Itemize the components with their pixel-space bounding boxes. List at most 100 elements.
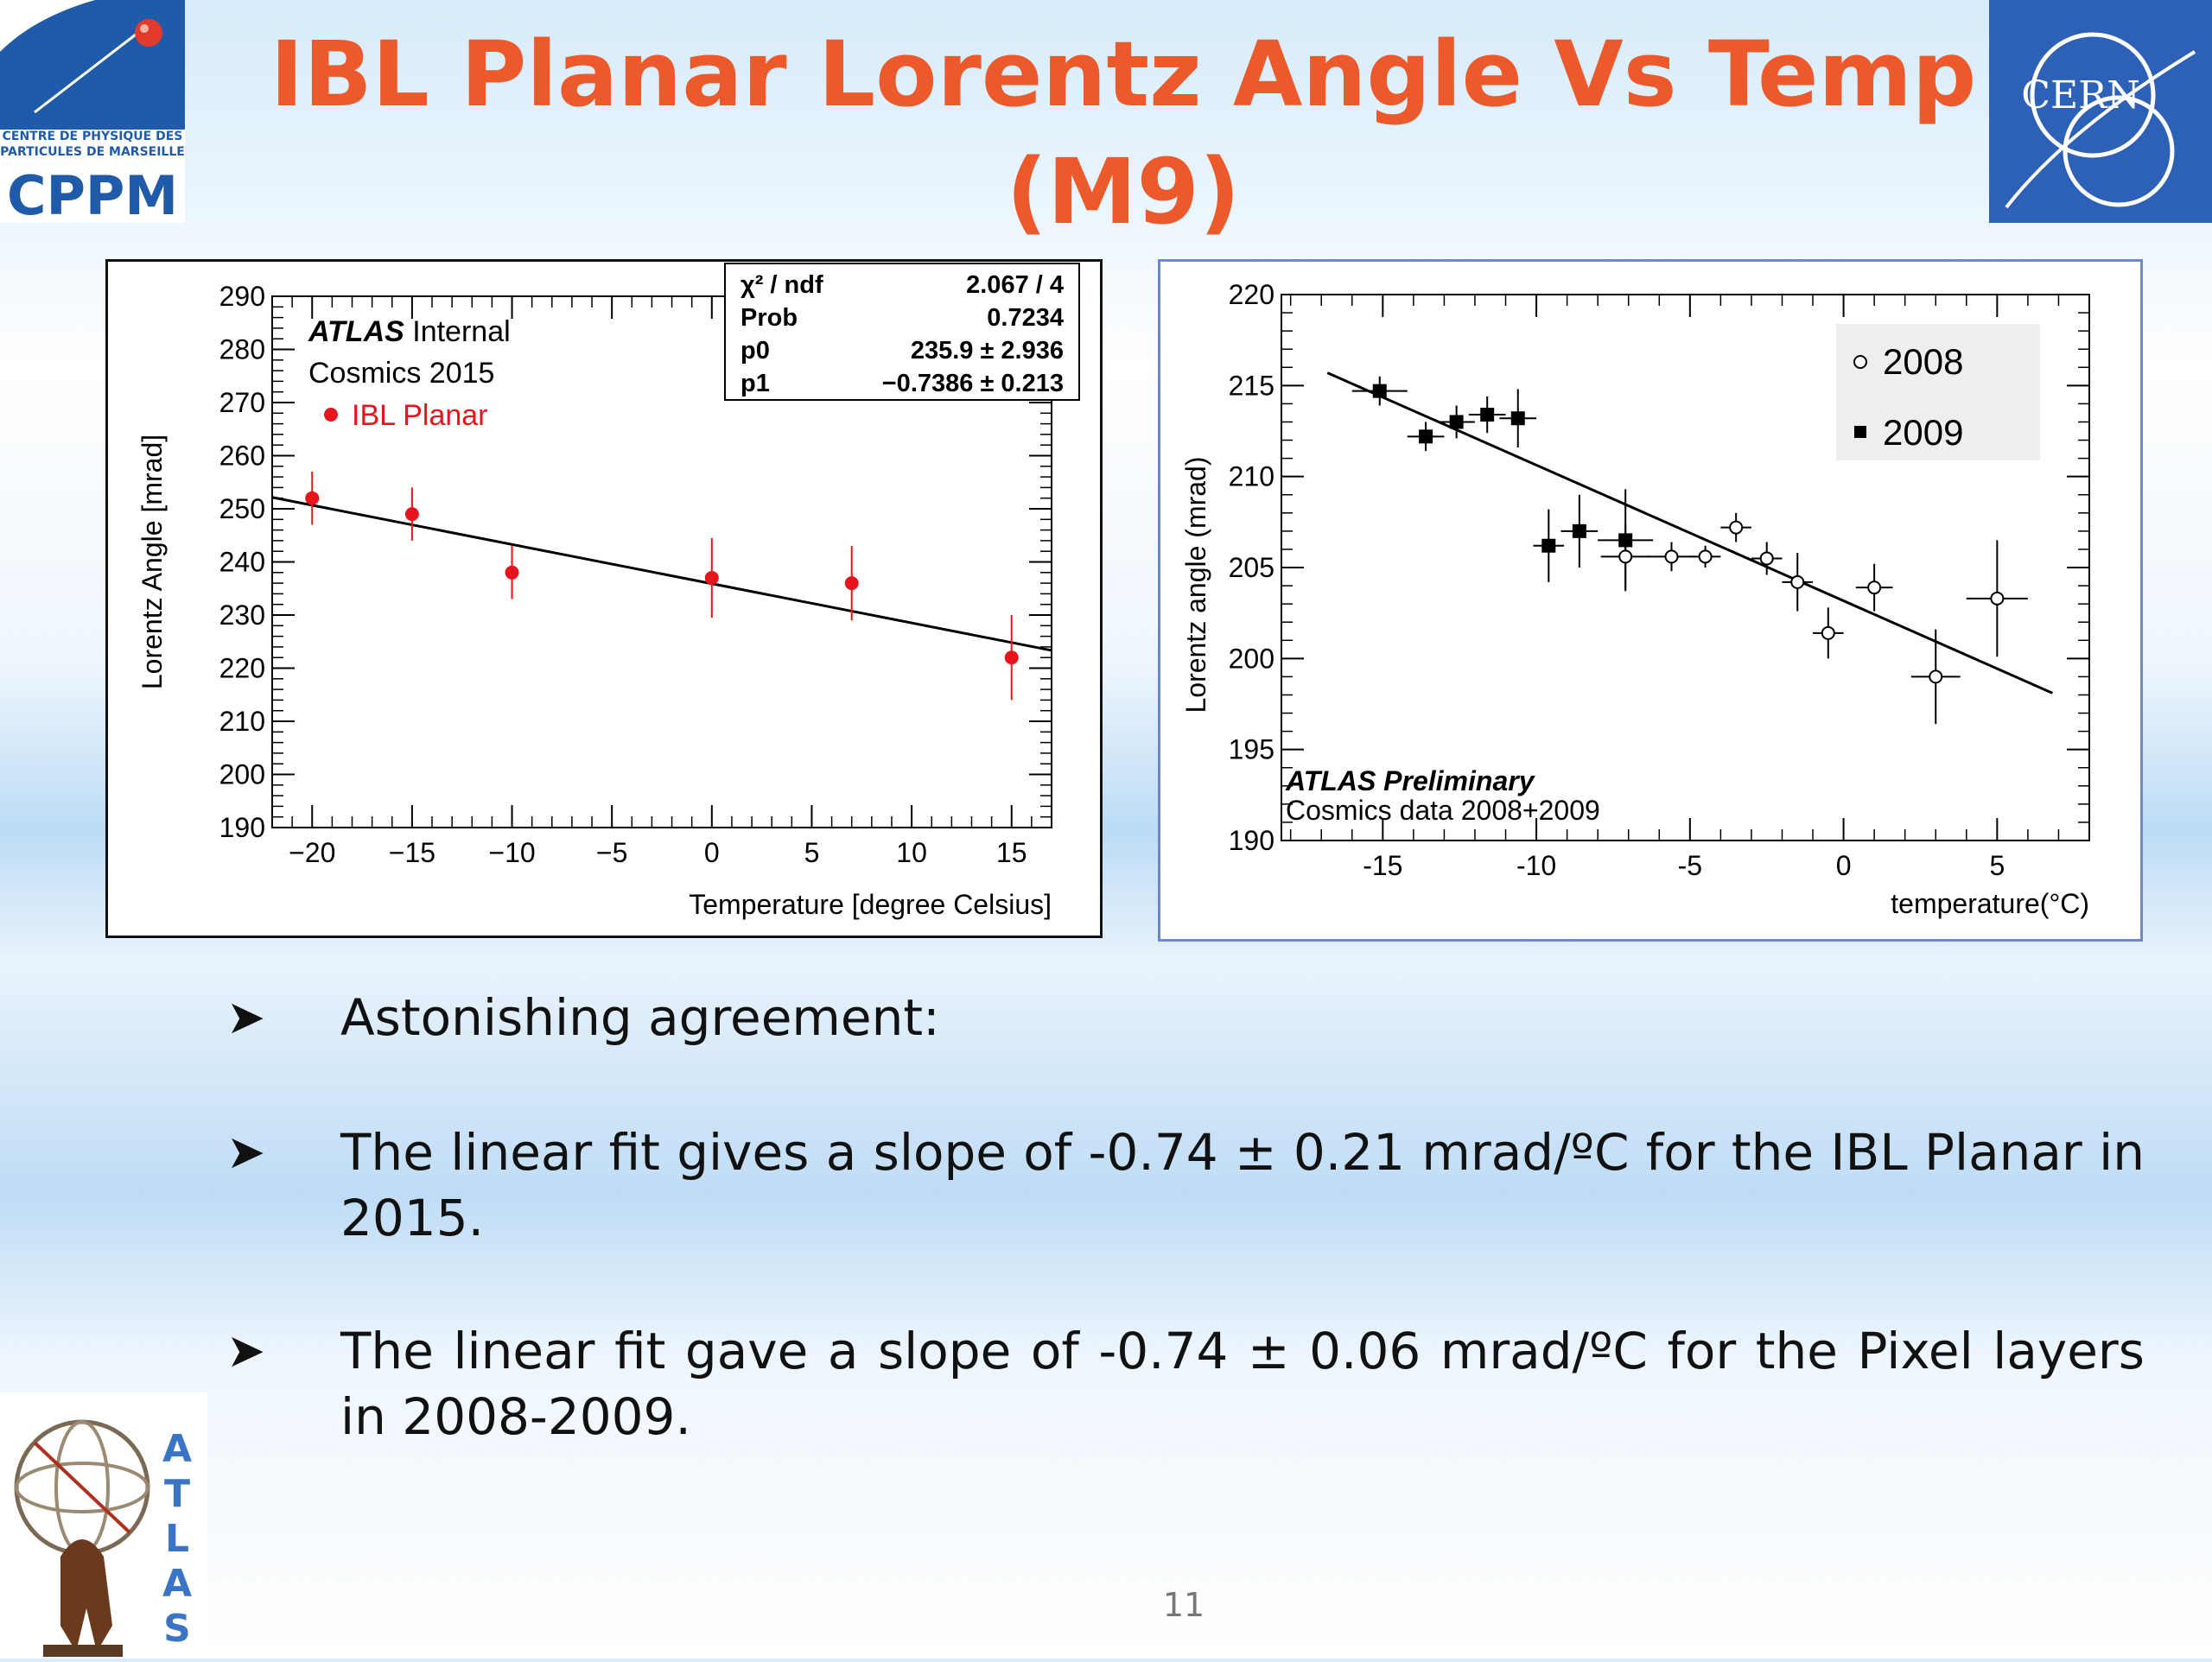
data-point-2008 (1867, 580, 1882, 595)
y-tick-label: 250 (219, 493, 265, 524)
data-point-2008 (1990, 591, 2005, 606)
x-tick-label: 5 (804, 837, 820, 868)
data-point (305, 491, 320, 505)
legend-label-2009: 2009 (1883, 412, 1963, 453)
arrow-bullet-icon: ➤ (226, 1323, 266, 1378)
x-tick-label: -15 (1363, 850, 1402, 881)
fit-stats-box (724, 263, 1080, 401)
x-tick-label: -10 (1516, 850, 1556, 881)
status-label: Internal (404, 315, 511, 348)
data-point (844, 576, 859, 591)
y-tick-label: 270 (219, 387, 265, 418)
arrow-bullet-icon: ➤ (226, 990, 266, 1044)
x-tick-label: −20 (289, 837, 335, 868)
y-tick-label: 230 (219, 599, 265, 631)
y-tick-label: 240 (219, 547, 265, 578)
fit-stat-label: χ² / ndf (741, 271, 823, 299)
cppm-name: CPPM (7, 164, 178, 223)
data-point (704, 570, 719, 585)
ibl-planar-chart: 190 200 210 220 230 240 250 260 270 280 290 −20 −15 −… (137, 263, 1080, 920)
atlas-label: ATLAS Internal (308, 315, 511, 348)
fit-stat-label: p1 (741, 370, 770, 397)
arrow-bullet-icon: ➤ (226, 1125, 266, 1179)
y-tick-label: 280 (219, 334, 265, 365)
y-tick-label: 200 (219, 759, 265, 790)
fit-stat-value: −0.7386 ± 0.213 (882, 370, 1064, 397)
bullet-text: The linear fit gives a slope of -0.74 ± … (340, 1123, 2145, 1247)
data-point-2008 (1618, 549, 1633, 564)
y-tick-label: 260 (219, 441, 265, 472)
data-point-2008 (1759, 551, 1774, 566)
page-number: 11 (1162, 1586, 1205, 1624)
data-point-2009 (1480, 408, 1495, 422)
data-point-2008 (1664, 549, 1679, 564)
fit-stat-value: 0.7234 (987, 304, 1064, 332)
cern-name: CERN (2021, 73, 2139, 117)
data-point-2008 (1821, 625, 1835, 640)
data-point-2008 (1790, 574, 1805, 589)
data-point (404, 507, 419, 522)
x-axis-label: temperature(°C) (1891, 888, 2089, 919)
y-axis-label: Lorentz Angle [mrad] (137, 435, 168, 689)
x-tick-label: 15 (996, 837, 1027, 868)
legend-marker-2009 (1854, 426, 1866, 438)
y-tick-label: 220 (219, 653, 265, 684)
cppm-line2: PARTICULES DE MARSEILLE (0, 145, 185, 159)
x-tick-label: −15 (389, 837, 435, 868)
slide-title: IBL Planar Lorentz Angle Vs Temp (M9) (270, 22, 1977, 244)
fit-stat-value: 2.067 / 4 (966, 271, 1064, 299)
y-tick-label: 210 (219, 706, 265, 737)
experiment-label: ATLAS Preliminary (1285, 765, 1536, 796)
data-point-2008 (1729, 520, 1744, 535)
fit-stat-value: 235.9 ± 2.936 (911, 337, 1064, 365)
data-point-2009 (1449, 415, 1464, 429)
bullet-text: Astonishing agreement: (340, 988, 940, 1047)
y-tick-label: 290 (219, 281, 265, 312)
x-axis-label: Temperature [degree Celsius] (689, 889, 1052, 920)
fit-stat-label: Prob (741, 304, 798, 332)
data-point-2009 (1372, 384, 1387, 398)
y-tick-label: 200 (1229, 643, 1274, 674)
legend-marker (324, 408, 338, 422)
dataset-label: Cosmics 2015 (308, 357, 494, 390)
data-point-2008 (1698, 549, 1713, 564)
cppm-logo: CENTRE DE PHYSIQUE DES PARTICULES DE MAR… (0, 0, 185, 227)
y-tick-label: 195 (1229, 734, 1274, 765)
cppm-line1: CENTRE DE PHYSIQUE DES (3, 130, 183, 143)
data-point (1004, 650, 1019, 665)
x-tick-label: -5 (1678, 850, 1702, 881)
y-tick-label: 190 (1229, 825, 1274, 856)
pixel-layers-chart: 190 195 200 205 210 215 220 -15 -10 -5 0 5 temperatu… (1180, 279, 2090, 919)
experiment-name: ATLAS (308, 315, 404, 348)
fit-line (271, 496, 1052, 652)
legend-marker-2008 (1853, 355, 1867, 369)
x-tick-label: −10 (488, 837, 535, 868)
pixel-layers-chart-panel: 190 195 200 205 210 215 220 -15 -10 -5 0 5 temperatu… (1158, 259, 2143, 942)
data-point-2008 (1929, 669, 1943, 684)
y-tick-label: 205 (1229, 552, 1274, 583)
x-tick-label: 5 (1989, 850, 2005, 881)
y-tick-label: 210 (1229, 461, 1274, 492)
cern-logo: CERN (1989, 0, 2212, 223)
data-point (505, 565, 519, 580)
fit-line (1326, 371, 2053, 695)
y-tick-label: 220 (1229, 279, 1274, 310)
data-point-2009 (1572, 523, 1586, 538)
legend-label-2008: 2008 (1883, 341, 1963, 382)
data-point-2009 (1541, 538, 1556, 553)
y-axis-label: Lorentz angle (mrad) (1180, 456, 1211, 713)
data-point-2009 (1510, 411, 1525, 426)
x-tick-label: 0 (704, 837, 720, 868)
legend-label: IBL Planar (352, 399, 488, 432)
data-point-2009 (1419, 429, 1433, 444)
y-tick-label: 215 (1229, 370, 1274, 401)
y-tick-label: 190 (219, 812, 265, 843)
ibl-planar-chart-panel: 190 200 210 220 230 240 250 260 270 280 290 −20 −15 −… (105, 259, 1103, 938)
bullet-text: The linear fit gave a slope of -0.74 ± 0… (340, 1322, 2145, 1446)
legend-box (1836, 324, 2040, 460)
dataset-label: Cosmics data 2008+2009 (1286, 795, 1600, 826)
x-tick-label: 10 (896, 837, 927, 868)
x-tick-label: −5 (596, 837, 627, 868)
